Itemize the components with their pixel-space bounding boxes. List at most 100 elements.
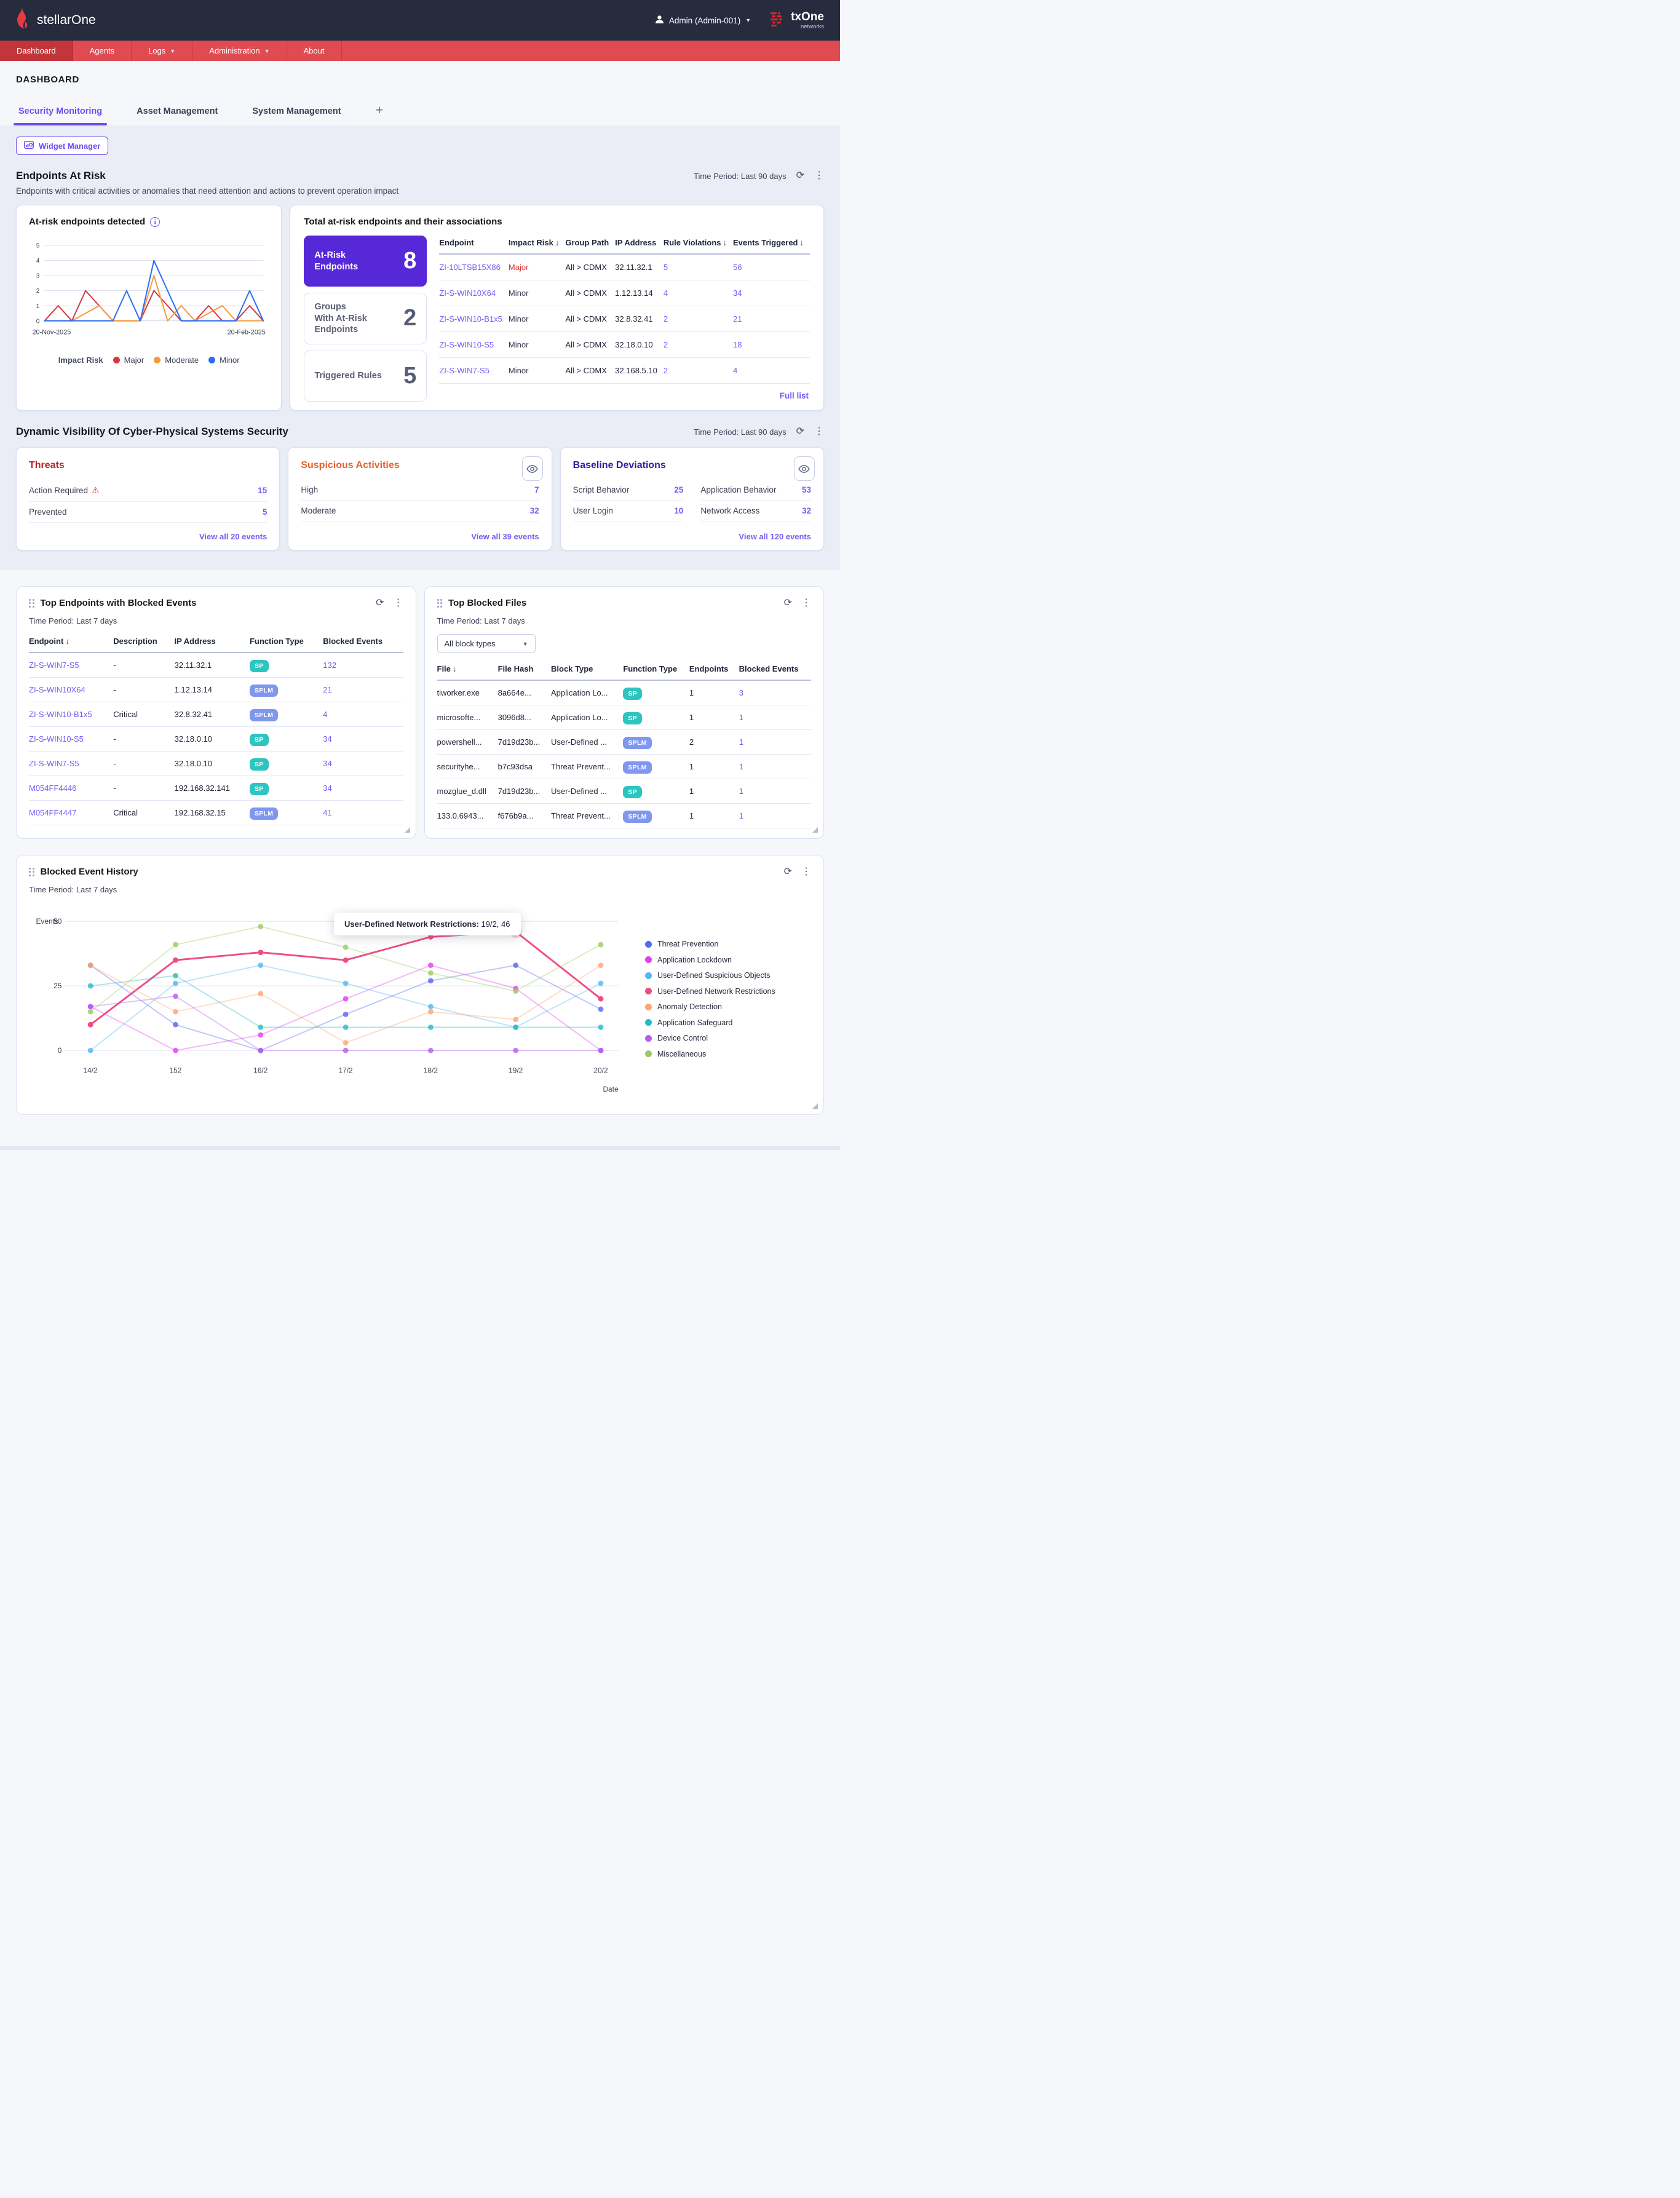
nav-item-administration[interactable]: Administration ▼ <box>192 41 287 61</box>
cell-rule-violations[interactable]: 4 <box>663 280 734 306</box>
cell-blocked-events[interactable]: 1 <box>739 705 811 730</box>
legend-item-device-control[interactable]: Device Control <box>645 1034 811 1042</box>
view-all-baseline-link[interactable]: View all 120 events <box>739 532 811 541</box>
legend-item-user-defined-network-restrictions[interactable]: User-Defined Network Restrictions <box>645 987 811 996</box>
legend-item-minor[interactable]: Minor <box>208 355 240 365</box>
cell-rule-violations[interactable]: 2 <box>663 331 734 358</box>
column-header-blocked-events[interactable]: Blocked Events <box>739 662 811 681</box>
cell-blocked-events[interactable]: 34 <box>323 751 403 776</box>
kebab-menu-icon[interactable]: ⋮ <box>814 170 824 181</box>
refresh-icon[interactable]: ⟳ <box>783 597 792 608</box>
tab-system-management[interactable]: System Management <box>252 106 341 116</box>
cell-events-triggered[interactable]: 21 <box>733 306 810 332</box>
column-header-description[interactable]: Description <box>113 634 175 653</box>
refresh-icon[interactable]: ⟳ <box>376 597 384 608</box>
legend-item-application-lockdown[interactable]: Application Lockdown <box>645 956 811 964</box>
cell-events-triggered[interactable]: 34 <box>733 280 810 306</box>
column-header-group-path[interactable]: Group Path <box>565 236 616 255</box>
stat-at-risk-endpoints[interactable]: At-Risk Endpoints 8 <box>304 236 427 287</box>
column-header-events-triggered[interactable]: Events Triggered ↓ <box>733 236 810 255</box>
cell-endpoint[interactable]: ZI-S-WIN10X64 <box>439 280 509 306</box>
nav-item-logs[interactable]: Logs ▼ <box>132 41 193 61</box>
legend-item-threat-prevention[interactable]: Threat Prevention <box>645 940 811 948</box>
threats-prevented-value[interactable]: 5 <box>262 507 267 517</box>
suspicious-moderate-value[interactable]: 32 <box>529 506 539 515</box>
cell-endpoint[interactable]: ZI-S-WIN10-S5 <box>439 331 509 358</box>
resize-handle[interactable] <box>404 827 410 833</box>
legend-item-miscellaneous[interactable]: Miscellaneous <box>645 1050 811 1058</box>
cell-blocked-events[interactable]: 1 <box>739 779 811 804</box>
resize-handle[interactable] <box>812 1103 818 1109</box>
stat-groups-with-at-risk[interactable]: Groups With At-Risk Endpoints 2 <box>304 293 427 344</box>
cell-blocked-events[interactable]: 21 <box>323 677 403 702</box>
cell-blocked-events[interactable]: 34 <box>323 726 403 752</box>
refresh-icon[interactable]: ⟳ <box>796 170 804 181</box>
legend-item-anomaly-detection[interactable]: Anomaly Detection <box>645 1002 811 1011</box>
cell-events-triggered[interactable]: 18 <box>733 331 810 358</box>
column-header-endpoint[interactable]: Endpoint <box>439 236 509 255</box>
cell-blocked-events[interactable]: 34 <box>323 776 403 801</box>
column-header-ip-address[interactable]: IP Address <box>174 634 250 653</box>
suspicious-high-value[interactable]: 7 <box>534 485 539 494</box>
cell-blocked-events[interactable]: 41 <box>323 800 403 825</box>
baseline-application-behavior-value[interactable]: 53 <box>801 485 811 494</box>
cell-endpoint[interactable]: M054FF4446 <box>29 776 114 801</box>
drag-handle-icon[interactable] <box>29 598 34 608</box>
eye-toggle-button[interactable] <box>793 456 815 481</box>
column-header-file-hash[interactable]: File Hash <box>497 662 552 681</box>
cell-blocked-events[interactable]: 4 <box>323 702 403 727</box>
legend-item-application-safeguard[interactable]: Application Safeguard <box>645 1018 811 1027</box>
tab-security-monitoring[interactable]: Security Monitoring <box>13 106 108 125</box>
cell-endpoint[interactable]: ZI-S-WIN7-S5 <box>439 357 509 384</box>
block-type-filter-select[interactable]: All block types ▼ <box>437 634 536 653</box>
cell-blocked-events[interactable]: 1 <box>739 803 811 828</box>
user-menu[interactable]: Admin (Admin-001) ▼ <box>655 15 751 26</box>
cell-events-triggered[interactable]: 56 <box>733 254 810 280</box>
cell-endpoint[interactable]: ZI-S-WIN10-B1x5 <box>29 702 114 727</box>
legend-item-major[interactable]: Major <box>113 355 144 365</box>
column-header-ip-address[interactable]: IP Address <box>615 236 664 255</box>
full-list-link[interactable]: Full list <box>779 391 809 400</box>
info-icon[interactable]: i <box>150 216 160 227</box>
cell-rule-violations[interactable]: 2 <box>663 357 734 384</box>
baseline-user-login-value[interactable]: 10 <box>674 506 684 515</box>
drag-handle-icon[interactable] <box>437 598 442 608</box>
cell-blocked-events[interactable]: 1 <box>739 729 811 755</box>
kebab-menu-icon[interactable]: ⋮ <box>801 597 811 608</box>
cell-events-triggered[interactable]: 4 <box>733 357 810 384</box>
cell-rule-violations[interactable]: 2 <box>663 306 734 332</box>
legend-item-user-defined-suspicious-objects[interactable]: User-Defined Suspicious Objects <box>645 971 811 980</box>
nav-item-agents[interactable]: Agents <box>73 41 132 61</box>
cell-endpoint[interactable]: ZI-S-WIN10-S5 <box>29 726 114 752</box>
resize-handle[interactable] <box>812 827 818 833</box>
cell-rule-violations[interactable]: 5 <box>663 254 734 280</box>
column-header-block-type[interactable]: Block Type <box>551 662 624 681</box>
drag-handle-icon[interactable] <box>29 867 34 876</box>
nav-item-dashboard[interactable]: Dashboard <box>0 41 73 61</box>
kebab-menu-icon[interactable]: ⋮ <box>814 426 824 437</box>
refresh-icon[interactable]: ⟳ <box>796 426 804 437</box>
baseline-script-behavior-value[interactable]: 25 <box>674 485 684 494</box>
legend-item-moderate[interactable]: Moderate <box>154 355 199 365</box>
cell-blocked-events[interactable]: 1 <box>739 754 811 779</box>
kebab-menu-icon[interactable]: ⋮ <box>801 866 811 877</box>
column-header-blocked-events[interactable]: Blocked Events <box>323 634 403 653</box>
cell-blocked-events[interactable]: 132 <box>323 653 403 678</box>
cell-endpoint[interactable]: M054FF4447 <box>29 800 114 825</box>
nav-item-about[interactable]: About <box>287 41 342 61</box>
column-header-endpoint[interactable]: Endpoint ↓ <box>29 634 114 653</box>
eye-toggle-button[interactable] <box>521 456 543 481</box>
threats-action-required-value[interactable]: 15 <box>258 486 267 495</box>
column-header-file[interactable]: File ↓ <box>437 662 498 681</box>
view-all-threats-link[interactable]: View all 20 events <box>199 532 267 541</box>
view-all-suspicious-link[interactable]: View all 39 events <box>471 532 539 541</box>
stat-triggered-rules[interactable]: Triggered Rules 5 <box>304 350 427 402</box>
widget-manager-button[interactable]: Widget Manager <box>16 137 109 155</box>
column-header-function-type[interactable]: Function Type <box>249 634 323 653</box>
baseline-network-access-value[interactable]: 32 <box>801 506 811 515</box>
add-tab-button[interactable]: + <box>375 103 383 117</box>
tab-asset-management[interactable]: Asset Management <box>137 106 218 116</box>
column-header-function-type[interactable]: Function Type <box>623 662 689 681</box>
cell-endpoint[interactable]: ZI-S-WIN10X64 <box>29 677 114 702</box>
cell-endpoint[interactable]: ZI-S-WIN7-S5 <box>29 653 114 678</box>
